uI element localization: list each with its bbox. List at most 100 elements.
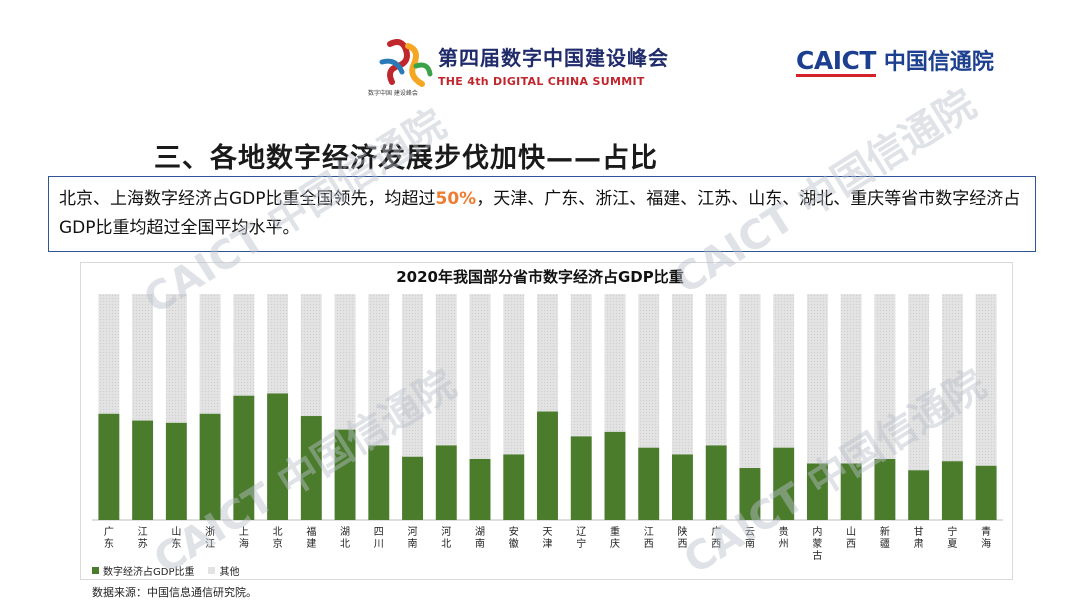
x-tick-label-23: 新疆	[880, 525, 890, 550]
bar-digital-18	[705, 445, 727, 520]
x-tick-label-13: 天津	[543, 527, 553, 550]
bar-other-22	[840, 294, 862, 464]
x-tick-label-20: 贵州	[779, 525, 789, 550]
bar-digital-0	[98, 413, 120, 520]
summit-logo-caption: 数字中国 建设峰会	[368, 90, 418, 97]
bar-other-6	[300, 294, 322, 417]
x-tick-label-5: 北京	[273, 526, 283, 550]
legend-label-other: 其他	[219, 567, 240, 578]
bar-other-18	[705, 294, 727, 446]
bar-digital-15	[604, 431, 626, 520]
bar-other-24	[908, 294, 930, 471]
bar-other-2	[165, 294, 187, 423]
x-tick-label-6: 福建	[306, 525, 316, 550]
x-tick-label-2: 山东	[171, 526, 181, 550]
legend-label-digital: 数字经济占GDP比重	[103, 567, 195, 578]
bar-digital-8	[368, 445, 390, 520]
bar-digital-16	[638, 447, 660, 520]
bar-digital-17	[672, 454, 693, 520]
bar-digital-6	[300, 416, 322, 520]
bar-other-21	[806, 294, 828, 464]
chart-frame	[80, 262, 1013, 580]
x-tick-label-8: 四川	[374, 527, 384, 550]
summit-name-cn: 第四届数字中国建设峰会	[438, 46, 669, 70]
caict-logo-en: CAICT	[796, 45, 876, 77]
x-tick-label-17: 陕西	[677, 525, 687, 550]
bar-digital-23	[874, 458, 896, 520]
bar-other-11	[469, 294, 491, 459]
x-tick-label-12: 安徽	[509, 525, 519, 550]
summary-text-after: ，天津、广东、浙江、福建、江苏、山东、湖北、重庆等省市数字经济占GDP比重均超过…	[59, 189, 1021, 238]
digital-china-summit-logo	[379, 39, 433, 87]
bar-other-4	[233, 294, 255, 396]
x-tick-label-24: 甘肃	[914, 525, 924, 550]
summary-highlight: 50%	[435, 189, 477, 209]
x-tick-label-25: 宁夏	[947, 525, 957, 550]
summit-name: 第四届数字中国建设峰会 THE 4th DIGITAL CHINA SUMMIT	[438, 42, 669, 88]
bar-digital-26	[975, 465, 997, 520]
bar-digital-21	[806, 463, 828, 520]
bar-other-5	[267, 294, 289, 394]
chart-legend: 数字经济占GDP比重 其他	[92, 563, 253, 578]
bar-other-16	[638, 294, 660, 448]
bar-digital-2	[165, 422, 187, 520]
bar-digital-11	[469, 458, 491, 520]
bar-other-25	[941, 294, 963, 462]
x-tick-label-14: 辽宁	[576, 526, 586, 550]
x-tick-label-19: 云南	[745, 527, 755, 550]
bar-other-8	[368, 294, 390, 446]
summary-text-before: 北京、上海数字经济占GDP比重全国领先，均超过	[59, 189, 436, 209]
x-tick-label-0: 广东	[104, 526, 114, 550]
bar-digital-25	[941, 461, 963, 520]
slide-title: 三、各地数字经济发展步伐加快——占比	[154, 143, 658, 174]
x-tick-label-16: 江西	[644, 526, 654, 550]
bar-digital-10	[435, 445, 457, 520]
chart-title: 2020年我国部分省市数字经济占GDP比重	[396, 268, 684, 286]
bar-digital-20	[773, 447, 795, 520]
x-tick-label-7: 湖北	[340, 526, 350, 550]
bar-digital-22	[840, 463, 862, 520]
bar-other-13	[537, 294, 558, 412]
bar-other-9	[402, 294, 423, 457]
x-tick-label-4: 上海	[239, 526, 249, 550]
x-tick-label-9: 河南	[408, 526, 418, 550]
caict-logo-cn: 中国信通院	[883, 50, 994, 75]
bar-other-10	[435, 294, 457, 446]
x-tick-label-26: 青海	[981, 525, 991, 550]
bar-other-20	[773, 294, 795, 448]
x-tick-label-1: 江苏	[138, 526, 148, 550]
bar-other-1	[132, 294, 154, 421]
bar-other-17	[672, 294, 693, 455]
bar-other-14	[570, 294, 592, 437]
bar-other-23	[874, 294, 896, 459]
bar-digital-4	[233, 395, 255, 520]
bar-digital-12	[503, 454, 525, 520]
caict-logo: CAICT 中国信通院	[796, 44, 994, 77]
x-tick-label-18: 广西	[711, 526, 721, 550]
bar-other-0	[98, 294, 120, 414]
bar-digital-9	[402, 456, 423, 520]
bar-digital-24	[908, 470, 930, 520]
summary-box: 北京、上海数字经济占GDP比重全国领先，均超过50%，天津、广东、浙江、福建、江…	[48, 176, 1036, 252]
bar-digital-19	[739, 468, 761, 520]
x-tick-label-3: 浙江	[205, 526, 215, 550]
legend-item-other: 其他	[208, 563, 239, 578]
x-tick-label-21: 内蒙古	[812, 525, 822, 562]
x-tick-label-10: 河北	[441, 526, 451, 550]
bar-other-26	[975, 294, 997, 466]
bar-other-15	[604, 294, 626, 432]
bar-other-3	[199, 294, 221, 414]
bar-digital-1	[132, 420, 154, 520]
bar-other-12	[503, 294, 525, 455]
legend-swatch-digital	[92, 567, 99, 574]
summit-name-en: THE 4th DIGITAL CHINA SUMMIT	[438, 75, 645, 88]
legend-item-digital: 数字经济占GDP比重	[92, 563, 194, 578]
data-source-note: 数据来源：中国信息通信研究院。	[92, 586, 257, 599]
legend-swatch-other	[208, 567, 216, 574]
x-tick-label-22: 山西	[846, 526, 856, 550]
x-tick-label-11: 湖南	[475, 526, 485, 550]
bar-digital-5	[267, 393, 289, 520]
bar-other-19	[739, 294, 761, 469]
x-tick-label-15: 重庆	[610, 525, 620, 550]
